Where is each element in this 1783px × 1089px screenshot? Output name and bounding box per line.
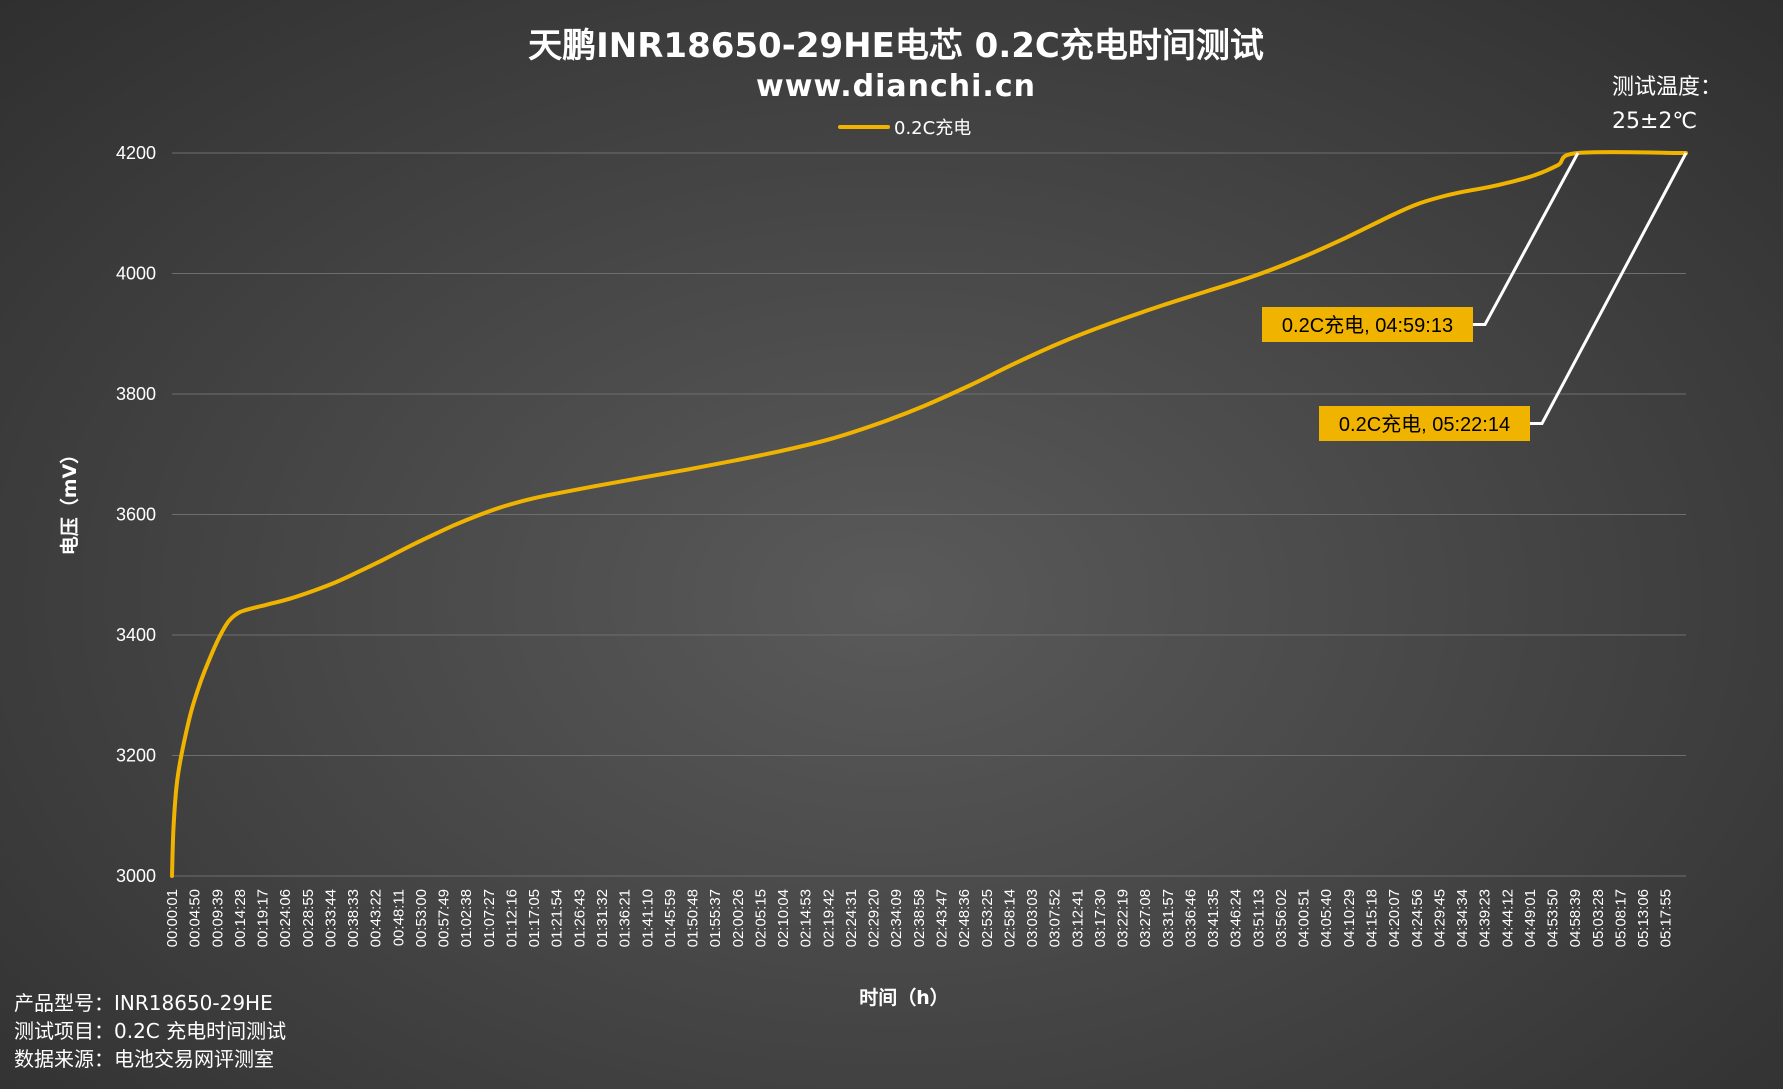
x-tick-label: 03:41:35	[1205, 889, 1222, 947]
x-tick-label: 03:27:08	[1137, 889, 1154, 947]
x-tick-label: 02:24:31	[843, 889, 860, 947]
x-tick-label: 01:31:32	[594, 889, 611, 947]
x-tick-label: 01:41:10	[639, 889, 656, 947]
x-tick-label: 02:48:36	[956, 889, 973, 947]
x-tick-label: 04:15:18	[1364, 889, 1381, 947]
x-tick-label: 02:05:15	[752, 889, 769, 947]
x-tick-label: 02:34:09	[888, 889, 905, 947]
legend: 0.2C充电	[838, 118, 971, 139]
callout-leader-line	[1530, 152, 1688, 425]
x-tick-label: 04:53:50	[1545, 889, 1562, 947]
x-tick-label: 00:19:17	[255, 889, 272, 947]
x-tick-label: 02:14:53	[798, 889, 815, 947]
test-temperature-value: 25±2℃	[1612, 109, 1697, 134]
x-tick-label: 02:58:14	[1001, 889, 1018, 947]
x-tick-label: 03:17:30	[1092, 889, 1109, 947]
y-tick-label: 4000	[116, 264, 156, 284]
footer-test-item: 测试项目：0.2C 充电时间测试	[14, 1019, 286, 1043]
x-tick-label: 00:04:50	[187, 889, 204, 947]
x-tick-label: 02:00:26	[730, 889, 747, 947]
x-tick-label: 01:45:59	[662, 889, 679, 947]
x-tick-label: 04:58:39	[1567, 889, 1584, 947]
x-tick-label: 04:00:51	[1296, 889, 1313, 947]
x-tick-label: 02:53:25	[979, 889, 996, 947]
y-tick-label: 3000	[116, 866, 156, 886]
x-tick-label: 03:12:41	[1069, 889, 1086, 947]
x-tick-label: 03:46:24	[1228, 889, 1245, 947]
x-tick-label: 00:53:00	[413, 889, 430, 947]
annotation-layer: 0.2C充电, 04:59:13 0.2C充电, 05:22:14	[1262, 152, 1688, 441]
x-axis-ticks: 00:00:01 00:04:50 00:09:39 00:14:28 00:19:17…	[164, 889, 1675, 947]
x-tick-label: 04:34:34	[1454, 889, 1471, 947]
x-tick-label: 01:07:27	[481, 889, 498, 947]
x-tick-label: 04:10:29	[1341, 889, 1358, 947]
x-tick-label: 05:08:17	[1613, 889, 1630, 947]
x-tick-label: 01:02:38	[458, 889, 475, 947]
series-layer	[170, 150, 1688, 878]
x-tick-label: 01:21:54	[549, 889, 566, 947]
x-tick-label: 03:51:13	[1250, 889, 1267, 947]
chart-title: 天鹏INR18650-29HE电芯 0.2C充电时间测试	[528, 26, 1264, 66]
x-tick-label: 00:28:55	[300, 889, 317, 947]
callout-box	[1262, 307, 1473, 342]
x-tick-label: 03:22:19	[1115, 889, 1132, 947]
x-tick-label: 00:38:33	[345, 889, 362, 947]
x-tick-label: 02:19:42	[820, 889, 837, 947]
y-tick-label: 3400	[116, 625, 156, 645]
gridlines	[172, 152, 1686, 877]
x-tick-label: 00:14:28	[232, 889, 249, 947]
x-tick-label: 02:43:47	[934, 889, 951, 947]
x-tick-label: 01:36:21	[617, 889, 634, 947]
x-tick-label: 01:26:43	[571, 889, 588, 947]
x-tick-label: 00:00:01	[164, 889, 181, 947]
x-tick-label: 00:33:44	[322, 889, 339, 947]
callout-label: 0.2C充电, 04:59:13	[1282, 314, 1453, 337]
x-tick-label: 04:20:07	[1386, 889, 1403, 947]
legend-label: 0.2C充电	[894, 118, 971, 139]
x-tick-label: 00:43:22	[368, 889, 385, 947]
x-tick-label: 01:50:48	[685, 889, 702, 947]
footer-data-source: 数据来源：电池交易网评测室	[14, 1047, 274, 1071]
x-tick-label: 02:29:20	[866, 889, 883, 947]
x-tick-label: 04:29:45	[1431, 889, 1448, 947]
y-tick-label: 3200	[116, 746, 156, 766]
x-tick-label: 01:17:05	[526, 889, 543, 947]
x-tick-label: 04:39:23	[1477, 889, 1494, 947]
series-line	[170, 150, 1688, 878]
x-tick-label: 03:07:52	[1047, 889, 1064, 947]
footer-model: 产品型号：INR18650-29HE	[14, 991, 273, 1015]
x-tick-label: 03:56:02	[1273, 889, 1290, 947]
x-tick-label: 02:38:58	[911, 889, 928, 947]
x-tick-label: 00:09:39	[209, 889, 226, 947]
x-tick-label: 05:03:28	[1590, 889, 1607, 947]
x-tick-label: 05:17:55	[1658, 889, 1675, 947]
x-tick-label: 04:24:56	[1409, 889, 1426, 947]
x-tick-label: 01:12:16	[504, 889, 521, 947]
x-tick-label: 04:49:01	[1522, 889, 1539, 947]
y-tick-label: 3800	[116, 384, 156, 404]
callout-label: 0.2C充电, 05:22:14	[1339, 413, 1510, 436]
y-tick-label: 4200	[116, 143, 156, 163]
x-tick-label: 00:48:11	[390, 889, 407, 946]
x-tick-label: 03:36:46	[1182, 889, 1199, 947]
x-axis-label: 时间（h）	[859, 986, 949, 1009]
y-axis-ticks: 3000 3200 3400 3600 3800 4000 4200	[116, 143, 156, 886]
x-tick-label: 02:10:04	[775, 889, 792, 947]
y-tick-label: 3600	[116, 505, 156, 525]
callout-leader-line	[1473, 152, 1580, 326]
x-tick-label: 00:24:06	[277, 889, 294, 947]
x-tick-label: 01:55:37	[707, 889, 724, 947]
chart-subtitle: www.dianchi.cn	[756, 69, 1036, 104]
y-axis-label: 电压（mV）	[58, 445, 81, 556]
x-tick-label: 03:31:57	[1160, 889, 1177, 947]
x-tick-label: 03:03:03	[1024, 889, 1041, 947]
test-temperature-label: 测试温度：	[1612, 75, 1722, 100]
x-tick-label: 00:57:49	[436, 889, 453, 947]
x-tick-label: 04:05:40	[1318, 889, 1335, 947]
x-tick-label: 04:44:12	[1499, 889, 1516, 947]
callout-box	[1319, 406, 1530, 441]
x-tick-label: 05:13:06	[1635, 889, 1652, 947]
